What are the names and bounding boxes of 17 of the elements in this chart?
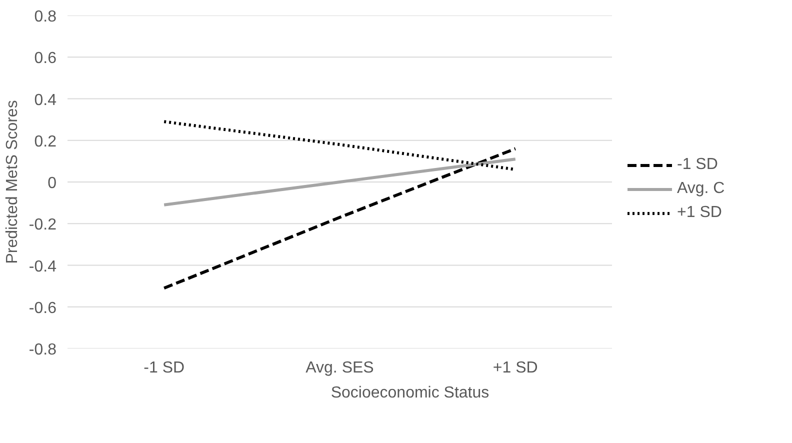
x-axis-title: Socioeconomic Status	[330, 384, 490, 402]
y-tick-label: -0.2	[28, 216, 57, 234]
legend-label: -1 SD	[677, 156, 718, 174]
y-tick-label: 0.8	[34, 8, 57, 26]
y-tick-label: 0.6	[34, 50, 57, 68]
y-axis-title: Predicted MetS Scores	[4, 100, 21, 264]
y-tick-label: -0.6	[28, 300, 57, 317]
legend-label: Avg. C	[677, 180, 725, 198]
x-tick-label: -1 SD	[144, 360, 185, 376]
y-tick-label: 0.2	[34, 133, 57, 150]
x-tick-label: Avg. SES	[306, 360, 374, 376]
y-tick-label: 0	[48, 175, 57, 192]
x-tick-label: +1 SD	[492, 360, 538, 376]
y-tick-label: -0.4	[28, 258, 57, 276]
y-tick-label: 0.4	[34, 92, 57, 109]
y-tick-label: -0.8	[28, 342, 57, 358]
legend-label: +1 SD	[677, 204, 722, 222]
